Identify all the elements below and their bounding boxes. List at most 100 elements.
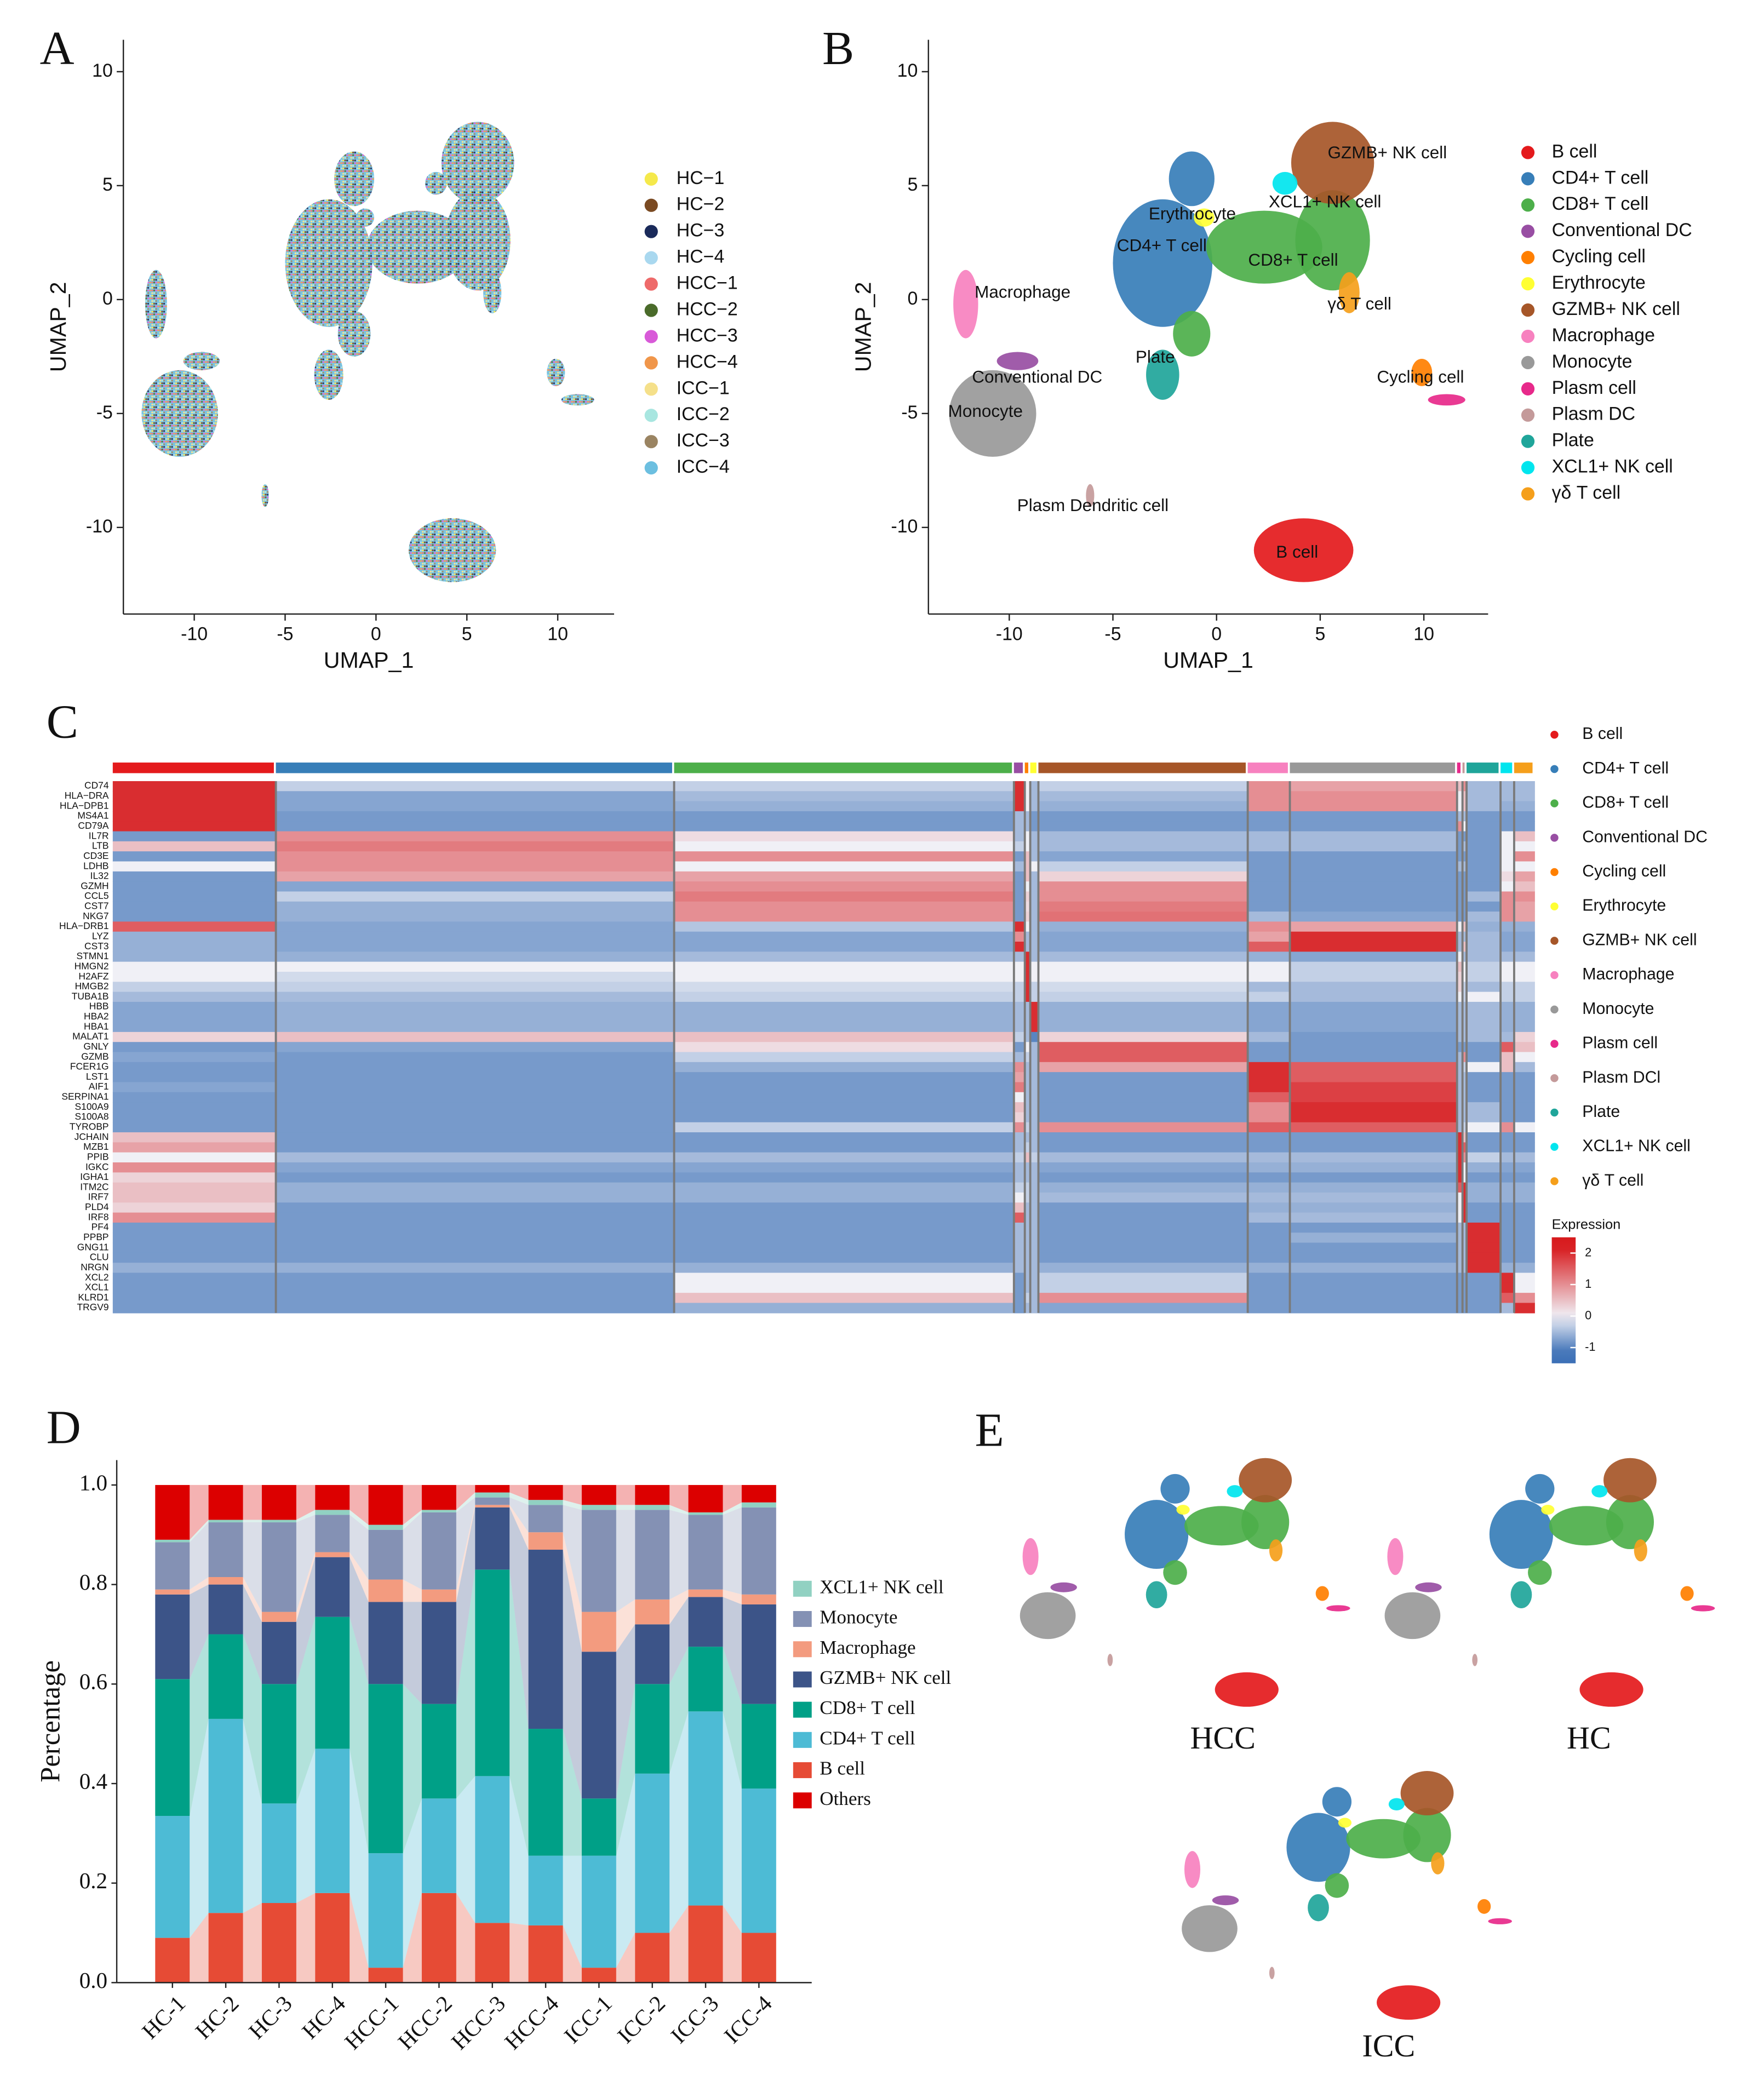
cluster-blob [1241, 1495, 1290, 1550]
heat-cell [1030, 1022, 1039, 1033]
legend-dot [1550, 902, 1559, 911]
heat-cell [674, 921, 1015, 932]
bar-segment [741, 1594, 776, 1604]
heat-cell [674, 1112, 1015, 1123]
legend-dot [1521, 251, 1535, 265]
heat-cell [1247, 821, 1291, 832]
bar-segment [315, 1552, 350, 1557]
heat-cell [1247, 1052, 1291, 1063]
flow-band [669, 1510, 689, 1600]
heat-cell [1247, 1122, 1291, 1133]
heat-cell [1514, 1132, 1535, 1143]
bar-segment [635, 1773, 670, 1933]
y-tick-label: 0.4 [79, 1768, 107, 1793]
cluster-blob [1488, 1918, 1512, 1924]
heat-cell [1514, 1012, 1535, 1023]
legend-label: CD8+ T cell [1552, 193, 1649, 214]
cluster-blob [409, 518, 496, 582]
heat-cell [1247, 891, 1291, 902]
gene-label: CST7 [84, 901, 109, 912]
gene-label: HBB [89, 1001, 109, 1012]
heat-cell [1030, 821, 1039, 832]
heat-cell [1290, 991, 1458, 1002]
cluster-blob [1634, 1539, 1647, 1562]
bar-segment [688, 1711, 723, 1906]
flow-band [190, 1577, 209, 1595]
flow-band [723, 1905, 742, 1983]
heat-cell [1462, 1082, 1467, 1093]
heat-cell [674, 1142, 1015, 1153]
cluster-blob [1206, 210, 1322, 284]
heat-cell [1247, 1263, 1291, 1274]
heat-cell [1038, 1031, 1248, 1042]
heat-cell [1024, 1263, 1031, 1274]
legend-dot [1521, 329, 1535, 343]
heat-cell [112, 1082, 277, 1093]
legend-dot [644, 303, 658, 317]
flow-band [509, 1776, 529, 1925]
cluster-blob [141, 370, 218, 457]
heat-cell [1013, 1272, 1026, 1283]
legend-swatch [793, 1671, 812, 1688]
heat-cell [1290, 931, 1458, 942]
legend-label: GZMB+ NK cell [820, 1667, 951, 1688]
bar-segment [261, 1903, 296, 1983]
heat-cell [112, 1102, 277, 1113]
heat-cell [1024, 801, 1031, 812]
heat-cell [1247, 831, 1291, 842]
flow-band [296, 1893, 316, 1983]
heat-cell [1013, 971, 1026, 983]
heat-cell [1462, 1062, 1467, 1073]
legend-dot [644, 461, 658, 475]
heat-cell [1514, 1102, 1535, 1113]
legend-label: γδ T cell [1582, 1171, 1643, 1189]
heat-cell [1030, 912, 1039, 922]
heat-cell [674, 1202, 1015, 1213]
legend-label: B cell [1552, 141, 1597, 162]
heat-cell [1467, 1172, 1501, 1183]
heat-cell [1467, 1022, 1501, 1033]
heat-cell [1467, 901, 1501, 912]
heat-cell [1024, 991, 1031, 1002]
heat-cell [1467, 1122, 1501, 1133]
heat-cell [1500, 982, 1515, 993]
bar-segment [528, 1925, 563, 1983]
gene-label: STMN1 [77, 950, 109, 961]
heat-cell [1457, 921, 1463, 932]
heat-cell [1467, 961, 1501, 972]
heat-cell [1038, 942, 1248, 953]
heat-cell [1024, 961, 1031, 972]
legend-dot [1550, 1074, 1559, 1082]
bar-segment [475, 1484, 510, 1493]
heat-cell [112, 811, 277, 822]
heat-cell [1038, 1192, 1248, 1203]
heat-cell [1024, 971, 1031, 983]
bar-segment [581, 1612, 616, 1652]
gene-label: JCHAIN [75, 1131, 109, 1142]
heat-cell [276, 921, 675, 932]
heat-cell [1462, 881, 1467, 892]
x-tick-label: 5 [462, 624, 472, 645]
heat-cell [1457, 912, 1463, 922]
heat-cell [1013, 1052, 1026, 1063]
cluster-label: Erythrocyte [1149, 204, 1236, 223]
bar-segment [261, 1621, 296, 1684]
heat-cell [674, 881, 1015, 892]
heat-cell [276, 1042, 675, 1053]
heat-cell [1030, 1152, 1039, 1163]
heat-cell [674, 891, 1015, 902]
heat-cell [112, 891, 277, 902]
heat-cell [1457, 931, 1463, 942]
cluster-blob [1541, 1505, 1555, 1515]
heat-cell [1038, 841, 1248, 852]
bar-segment [741, 1502, 776, 1507]
gene-label: HLA−DPB1 [60, 800, 109, 811]
flow-band [296, 1552, 316, 1622]
heat-cell [1500, 1042, 1515, 1053]
heat-cell [1013, 1092, 1026, 1103]
heat-cell [1013, 912, 1026, 922]
bar-segment [688, 1589, 723, 1597]
heat-cell [1462, 1132, 1467, 1143]
heat-cell [1024, 931, 1031, 942]
heat-cell [674, 971, 1015, 983]
